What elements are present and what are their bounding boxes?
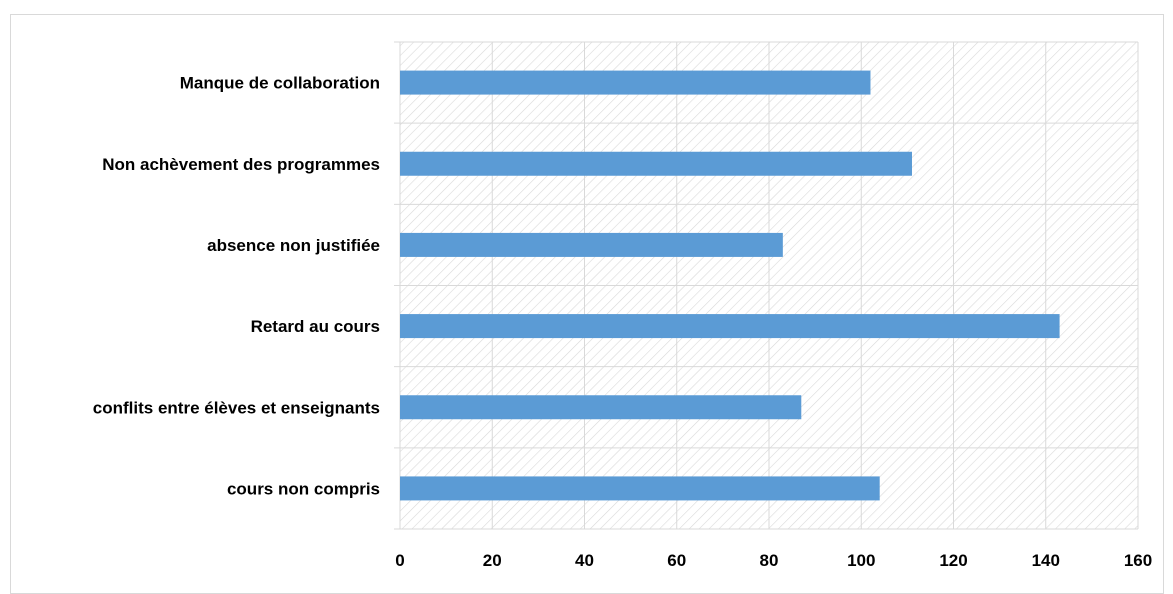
x-tick-label: 160: [1124, 551, 1152, 570]
bar: [400, 151, 912, 176]
bar: [400, 314, 1060, 339]
category-label: Manque de collaboration: [180, 74, 380, 93]
x-tick-label: 40: [575, 551, 594, 570]
x-tick-label: 60: [667, 551, 686, 570]
bar: [400, 232, 783, 257]
x-tick-label: 120: [939, 551, 967, 570]
category-label: Retard au cours: [251, 317, 380, 336]
x-tick-label: 140: [1032, 551, 1060, 570]
bar-chart: Manque de collaboration Non achèvement de…: [93, 41, 1152, 570]
x-tick-label: 0: [395, 551, 404, 570]
bar: [400, 395, 802, 420]
category-label: cours non compris: [227, 479, 380, 498]
bar: [400, 476, 880, 501]
bar: [400, 70, 871, 95]
category-label: absence non justifiée: [207, 236, 380, 255]
x-tick-label: 100: [847, 551, 875, 570]
category-label: conflits entre élèves et enseignants: [93, 398, 380, 417]
x-tick-label: 20: [483, 551, 502, 570]
category-label: Non achèvement des programmes: [102, 155, 380, 174]
x-tick-label: 80: [760, 551, 779, 570]
